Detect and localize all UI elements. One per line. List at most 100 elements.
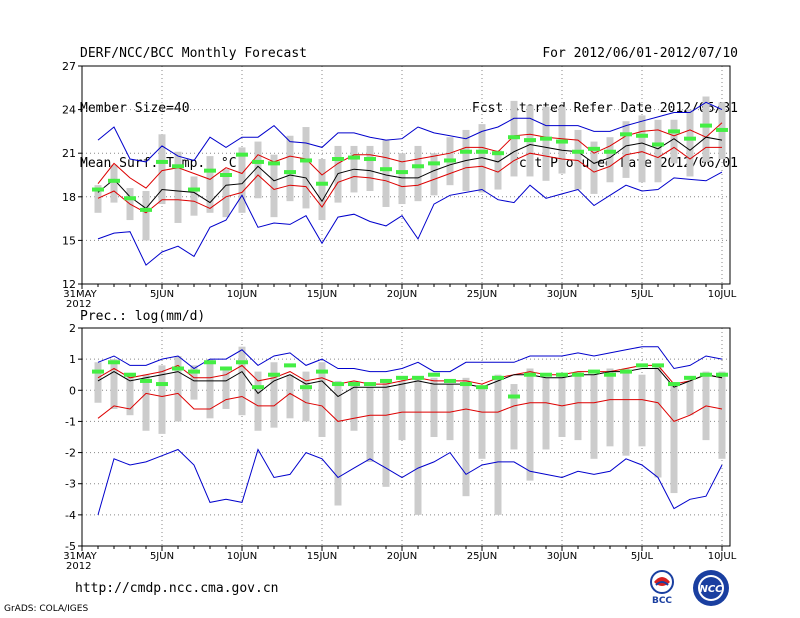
prec-observed-mark	[364, 382, 376, 387]
forecast-title: DERF/NCC/BCC Monthly Forecast	[80, 46, 307, 61]
prec-xtick-label: 25JUN	[467, 551, 497, 562]
prec-xtick-label: 5JUN	[150, 551, 174, 562]
temp-spread-box	[190, 176, 198, 216]
prec-spread-box	[286, 374, 294, 419]
prec-spread-box	[110, 359, 118, 409]
prec-lower-line	[97, 392, 723, 422]
temp-observed-mark	[716, 127, 728, 132]
prec-upper-line	[97, 364, 723, 385]
prec-observed-mark	[444, 378, 456, 383]
prec-observed-mark	[172, 366, 184, 371]
temp-xtick-label: 31MAY	[63, 289, 97, 300]
prec-observed-mark	[684, 375, 696, 380]
temp-spread-box	[542, 106, 550, 181]
prec-ytick-label: -1	[65, 415, 76, 428]
prec-spread-box	[686, 380, 694, 416]
prec-spread-box	[606, 368, 614, 447]
temp-observed-mark	[588, 146, 600, 151]
temp-spread-box	[590, 141, 598, 194]
prec-xtick-label: 31MAY	[63, 551, 97, 562]
prec-spread-box	[622, 368, 630, 456]
temp-observed-mark	[188, 187, 200, 192]
prec-observed-mark	[476, 385, 488, 390]
temp-xtick-label: 15JUN	[307, 289, 337, 300]
temp-spread-box	[142, 190, 150, 241]
prec-spread-box	[174, 356, 182, 422]
prec-observed-mark	[140, 378, 152, 383]
prec-observed-mark	[108, 360, 120, 365]
temp-observed-mark	[396, 170, 408, 175]
prec-observed-mark	[236, 360, 248, 365]
temp-ytick-label: 21	[62, 147, 76, 160]
prec-observed-mark	[348, 382, 360, 387]
temp-xtick-label: 20JUN	[387, 289, 417, 300]
temp-lower-line	[97, 146, 722, 214]
grads-credit: GrADS: COLA/IGES	[4, 604, 89, 614]
prec-observed-mark	[716, 372, 728, 377]
temp-observed-mark	[700, 123, 712, 128]
temp-observed-mark	[476, 149, 488, 154]
prec-observed-mark	[700, 372, 712, 377]
temp-spread-box	[286, 135, 294, 202]
prec-ytick-label: 0	[69, 384, 76, 397]
prec-spread-box	[222, 368, 230, 409]
temp-observed-mark	[316, 181, 328, 186]
temp-observed-mark	[380, 167, 392, 172]
prec-spread-box	[510, 384, 518, 450]
prec-spread-box	[478, 387, 486, 459]
prec-observed-mark	[508, 394, 520, 399]
prec-observed-mark	[652, 363, 664, 368]
prec-spread-box	[334, 380, 342, 506]
temp-observed-mark	[332, 157, 344, 162]
temp-spread-box	[254, 141, 262, 199]
footer-url[interactable]: http://cmdp.ncc.cma.gov.cn	[75, 581, 279, 596]
prec-xtick-label: 10JUL	[708, 551, 737, 562]
ncc-logo: NCC	[693, 570, 729, 606]
temp-spread-box	[382, 140, 390, 207]
temp-ytick-label: 24	[62, 104, 76, 117]
temp-observed-mark	[444, 158, 456, 163]
prec-observed-mark	[604, 372, 616, 377]
prec-observed-mark	[92, 369, 104, 374]
prec-ytick-label: -2	[65, 447, 76, 460]
prec-observed-mark	[396, 375, 408, 380]
prec-max-line	[97, 346, 723, 373]
prec-ytick-label: -4	[65, 509, 76, 522]
temp-observed-mark	[364, 157, 376, 162]
prec-observed-mark	[668, 382, 680, 387]
temp-spread-box	[158, 134, 166, 205]
prec-spread-box	[414, 377, 422, 515]
prec-xtick-label: 15JUN	[307, 551, 337, 562]
temp-xtick-label: 10JUN	[227, 289, 257, 300]
prec-observed-mark	[156, 382, 168, 387]
temp-spread-box	[430, 153, 438, 196]
temp-spread-box	[478, 124, 486, 193]
prec-xtick-label: 20JUN	[387, 551, 417, 562]
temp-ytick-label: 12	[62, 278, 76, 291]
prec-observed-mark	[316, 369, 328, 374]
temp-observed-mark	[684, 136, 696, 141]
temp-observed-mark	[572, 149, 584, 154]
temp-observed-mark	[556, 139, 568, 144]
temp-observed-mark	[268, 161, 280, 166]
prec-mean-line	[97, 368, 723, 398]
temp-observed-mark	[524, 138, 536, 143]
prec-observed-mark	[204, 360, 216, 365]
prec-xtick-label: 10JUN	[227, 551, 257, 562]
temp-observed-mark	[508, 135, 520, 140]
temp-observed-mark	[620, 132, 632, 137]
prec-observed-mark	[636, 363, 648, 368]
temp-observed-mark	[284, 170, 296, 175]
prec-observed-mark	[556, 372, 568, 377]
temp-observed-mark	[124, 196, 136, 201]
prec-spread-box	[574, 371, 582, 441]
prec-observed-mark	[268, 372, 280, 377]
prec-spread-box	[318, 362, 326, 437]
temp-mean-line	[97, 136, 723, 210]
temp-spread-box	[398, 153, 406, 205]
prec-observed-mark	[284, 363, 296, 368]
prec-spread-box	[494, 374, 502, 515]
prec-ytick-label: 2	[69, 322, 76, 335]
temp-spread-box	[270, 154, 278, 218]
prec-spread-box	[542, 377, 550, 450]
